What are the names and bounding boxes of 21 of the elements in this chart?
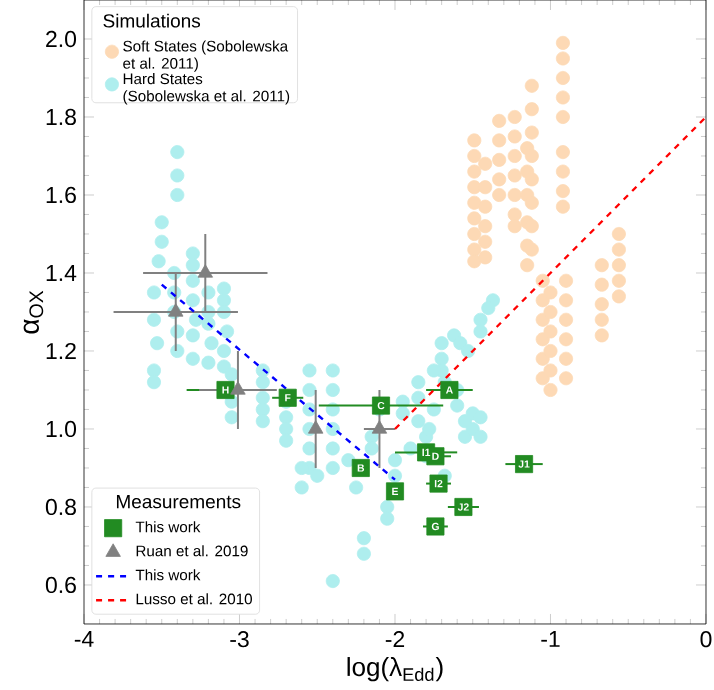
x-tick-label: -4: [74, 631, 94, 647]
legend-title: Simulations: [103, 13, 201, 28]
y-tick-label: 1.6: [46, 186, 76, 204]
y-tick-label: 1.8: [46, 108, 76, 126]
x-tick-label: 0: [700, 631, 712, 648]
x-tick-label: -1: [541, 631, 560, 647]
y-tick-label: 1.0: [46, 420, 77, 438]
y-tick-label: 0.6: [45, 576, 76, 594]
y-tick-label: 2.0: [46, 30, 77, 48]
y-tick-label: 0.8: [45, 498, 76, 516]
point: [230, 381, 246, 395]
x-tick-label: -3: [230, 631, 249, 648]
y-tick-label: 1.4: [46, 265, 77, 281]
x-axis-title: log(λ$_{Edd}$): [347, 657, 443, 682]
point: [371, 420, 388, 434]
y-tick-label: 1.2: [46, 342, 76, 360]
annotation: Measurements: [116, 495, 241, 509]
point: [197, 264, 213, 278]
y-axis-title: α$_{OX}$: [23, 290, 44, 334]
point: [308, 420, 324, 434]
x-tick-label: -2: [385, 631, 405, 648]
